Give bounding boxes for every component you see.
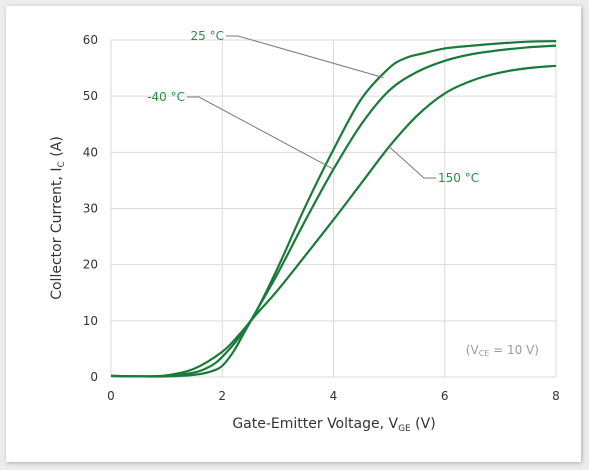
x-tick-label: 2 [218, 389, 226, 403]
chart-frame: 0 2 4 6 8 0 10 20 30 40 50 60 25 °C -40 °C 150 °C Col… [6, 6, 581, 462]
x-tick-label: 8 [552, 389, 560, 403]
series-line-150c [110, 64, 557, 378]
y-tick-label: 20 [83, 258, 98, 272]
x-tick-label: 0 [107, 389, 115, 403]
test-condition-label: (VCE = 10 V) [466, 343, 539, 358]
y-tick-label: 0 [90, 370, 98, 384]
y-axis-title: Collector Current, IC (A) [49, 136, 67, 300]
y-tick-label: 30 [83, 202, 98, 216]
annotation-leader-line [388, 146, 436, 179]
annotation-leader-line [187, 96, 334, 170]
chart-svg: 0 2 4 6 8 0 10 20 30 40 50 60 25 °C -40 °C 150 °C Col… [49, 29, 560, 434]
annotation-leader-line [226, 35, 384, 79]
x-axis-title: Gate-Emitter Voltage, VGE (V) [232, 416, 435, 434]
series-annotation-label: -40 °C [147, 90, 185, 104]
y-tick-label: 60 [83, 33, 98, 47]
y-tick-label: 40 [83, 145, 98, 159]
series-line-40c [110, 44, 557, 378]
x-tick-label: 6 [441, 389, 449, 403]
y-tick-label: 10 [83, 314, 98, 328]
series-annotation-label: 25 °C [191, 29, 224, 43]
series-line-25c [110, 40, 557, 378]
series-annotation-label: 150 °C [438, 171, 479, 185]
y-tick-label: 50 [83, 89, 98, 103]
x-tick-label: 4 [330, 389, 338, 403]
